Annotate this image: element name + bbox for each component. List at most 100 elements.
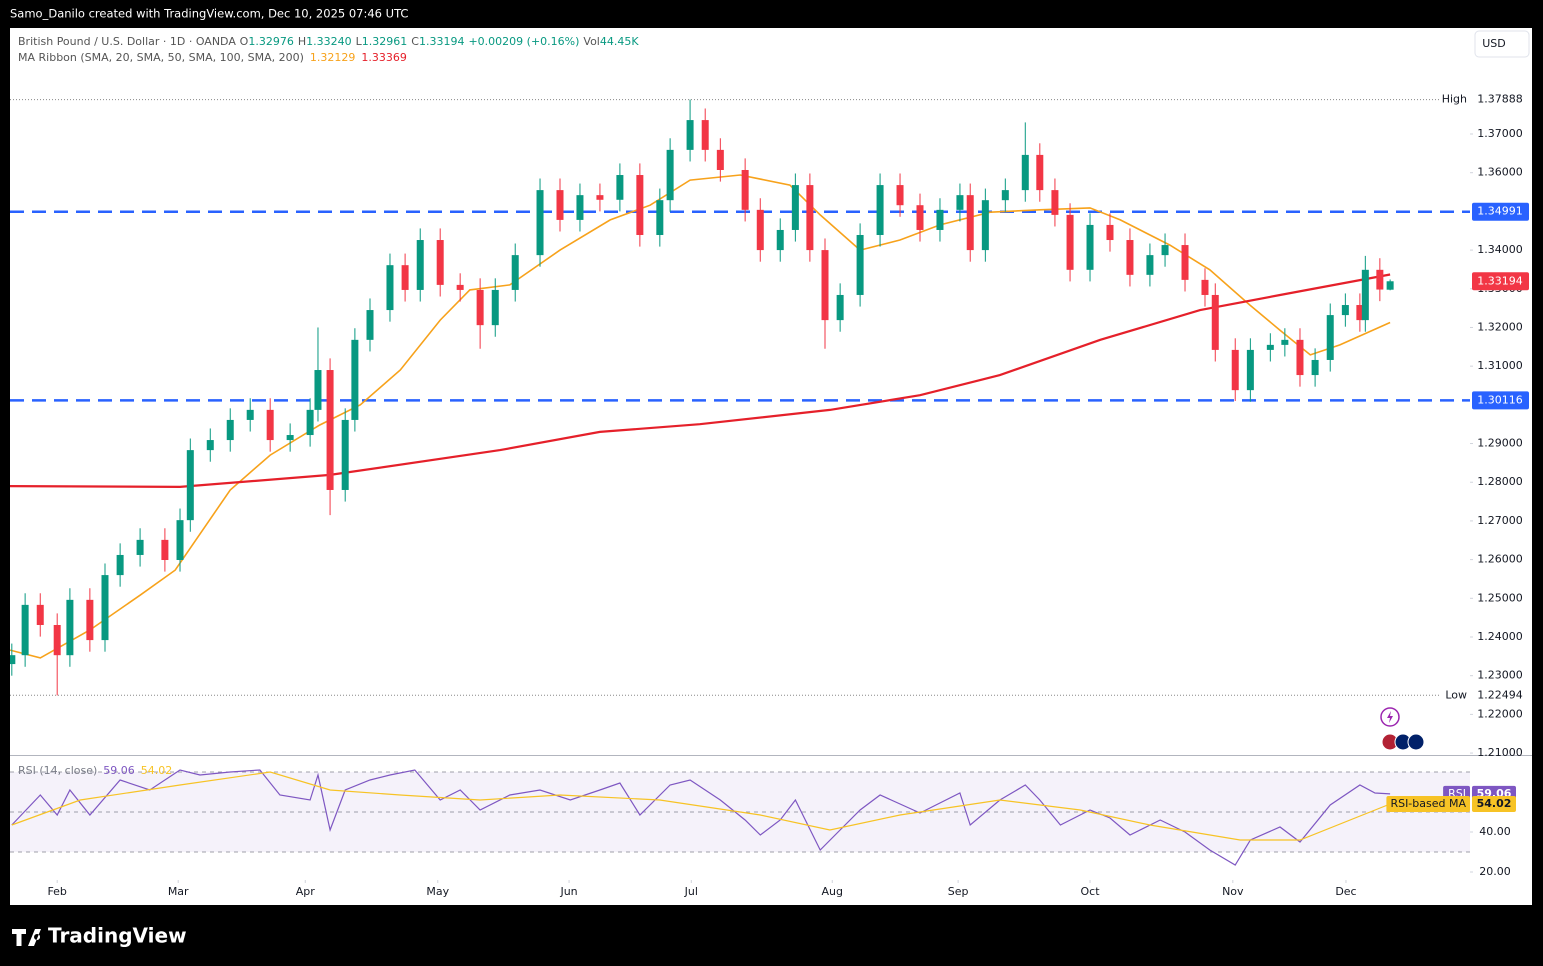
x-tick-label: Aug	[822, 885, 843, 898]
candle-body	[186, 450, 194, 521]
level-label-box	[1472, 391, 1529, 410]
last-price: 1.33194	[1477, 274, 1523, 287]
y-tick-label: 1.29000	[1477, 437, 1523, 450]
candle-body	[206, 440, 214, 451]
price-pane: 1.21000 1.22000 1.23000 1.24000 1.25000 1.260…	[10, 35, 1529, 759]
y-tick-label: 1.21000	[1477, 746, 1523, 759]
series-value: 54.02	[1477, 797, 1512, 810]
legend-key: H	[298, 35, 306, 48]
candle-body	[1021, 154, 1029, 191]
candle-body	[1181, 245, 1189, 280]
candle-body	[366, 310, 374, 340]
candle-body	[401, 265, 409, 290]
candle-body	[314, 370, 322, 410]
candle-body	[856, 234, 864, 295]
level-label: 1.30116	[1477, 393, 1523, 406]
y-tick-label: 1.26000	[1477, 553, 1523, 566]
candle-body	[821, 250, 829, 321]
y-tick-label: 1.23000	[1477, 669, 1523, 682]
extreme-tag-label: Low	[1445, 688, 1467, 701]
candle-body	[1361, 269, 1369, 321]
candle-body	[876, 185, 884, 235]
lightning-icon	[1387, 711, 1393, 723]
legend-value: 1.32961	[362, 35, 408, 48]
candle-body	[956, 195, 964, 210]
candle-body	[916, 205, 924, 230]
legend-value: 44.45K	[600, 35, 639, 48]
candle-body	[776, 229, 784, 251]
rsi-line	[11, 771, 1391, 841]
candle-body	[456, 284, 464, 290]
candle-body	[636, 175, 644, 235]
candle-body	[1161, 245, 1169, 256]
extreme-value: 1.37888	[1477, 93, 1523, 106]
candle-body	[1231, 349, 1239, 391]
candle-body	[1296, 339, 1304, 376]
legend-key: L	[356, 35, 363, 48]
candle-body	[701, 120, 709, 150]
candle-body	[1106, 224, 1114, 241]
candle-body	[1266, 344, 1274, 350]
legend-value: 1.33240	[306, 35, 352, 48]
y-tick-label: 1.31000	[1477, 359, 1523, 372]
y-tick-label: 1.22000	[1477, 707, 1523, 720]
legend-value: 1.33194	[419, 35, 465, 48]
level-label-box	[1472, 202, 1529, 221]
x-tick-label: Feb	[47, 885, 66, 898]
currency-label: USD	[1482, 37, 1506, 50]
plot-area	[10, 99, 1470, 696]
extreme-value: 1.22494	[1477, 688, 1523, 701]
y-tick-label: 40.00	[1479, 825, 1511, 838]
candle-body	[101, 575, 109, 641]
chart-frame	[10, 28, 1532, 905]
candle-body	[756, 209, 764, 251]
series-value-box	[1472, 795, 1516, 812]
candle-body	[1246, 349, 1254, 391]
flag-gb[interactable]	[1407, 733, 1425, 751]
candle-body	[53, 624, 61, 656]
candle-body	[1386, 281, 1394, 290]
candle-body	[556, 190, 564, 220]
candle-body	[1281, 339, 1289, 345]
candle-body	[86, 599, 94, 641]
candle-body	[136, 539, 144, 555]
candle-body	[966, 195, 974, 251]
candle-body	[576, 195, 584, 220]
candle-body	[511, 255, 519, 290]
extreme-tag-label: High	[1442, 93, 1467, 106]
level-label: 1.34991	[1477, 205, 1523, 218]
candle-body	[491, 289, 499, 326]
candle-body	[66, 599, 74, 656]
candle-body	[806, 185, 814, 251]
candle-body	[36, 604, 44, 625]
indicator-value: 1.32129	[310, 51, 356, 64]
attribution: Samo_Danilo created with TradingView.com…	[10, 7, 408, 21]
candle-body	[536, 190, 544, 256]
candle-body	[116, 554, 124, 576]
moving-average	[10, 174, 1391, 659]
y-tick-label: 1.36000	[1477, 166, 1523, 179]
candle-body	[1376, 269, 1384, 290]
indicator-value: 1.33369	[361, 51, 407, 64]
brand-logo	[12, 929, 41, 946]
candle-body	[741, 169, 749, 210]
candle-body	[596, 195, 604, 200]
y-tick-label: 1.28000	[1477, 475, 1523, 488]
currency-button[interactable]	[1474, 30, 1530, 58]
candle-body	[1086, 224, 1094, 270]
legend-indicator-row: MA Ribbon (SMA, 20, SMA, 50, SMA, 100, S…	[18, 51, 407, 64]
candle-body	[896, 185, 904, 206]
plot-area	[11, 769, 1391, 866]
x-tick-label: Nov	[1222, 885, 1244, 898]
legend-key: Vol	[583, 35, 599, 48]
candle-body	[416, 240, 424, 290]
candle-body	[1051, 190, 1059, 215]
y-tick-label: 1.27000	[1477, 514, 1523, 527]
extreme-value-box	[1472, 90, 1529, 109]
candle-body	[176, 520, 184, 560]
series-tag-box	[1386, 795, 1470, 812]
candle-body	[1201, 279, 1209, 295]
candle-body	[266, 409, 274, 441]
x-tick-label: Jun	[559, 885, 577, 898]
candle-body	[226, 419, 234, 441]
